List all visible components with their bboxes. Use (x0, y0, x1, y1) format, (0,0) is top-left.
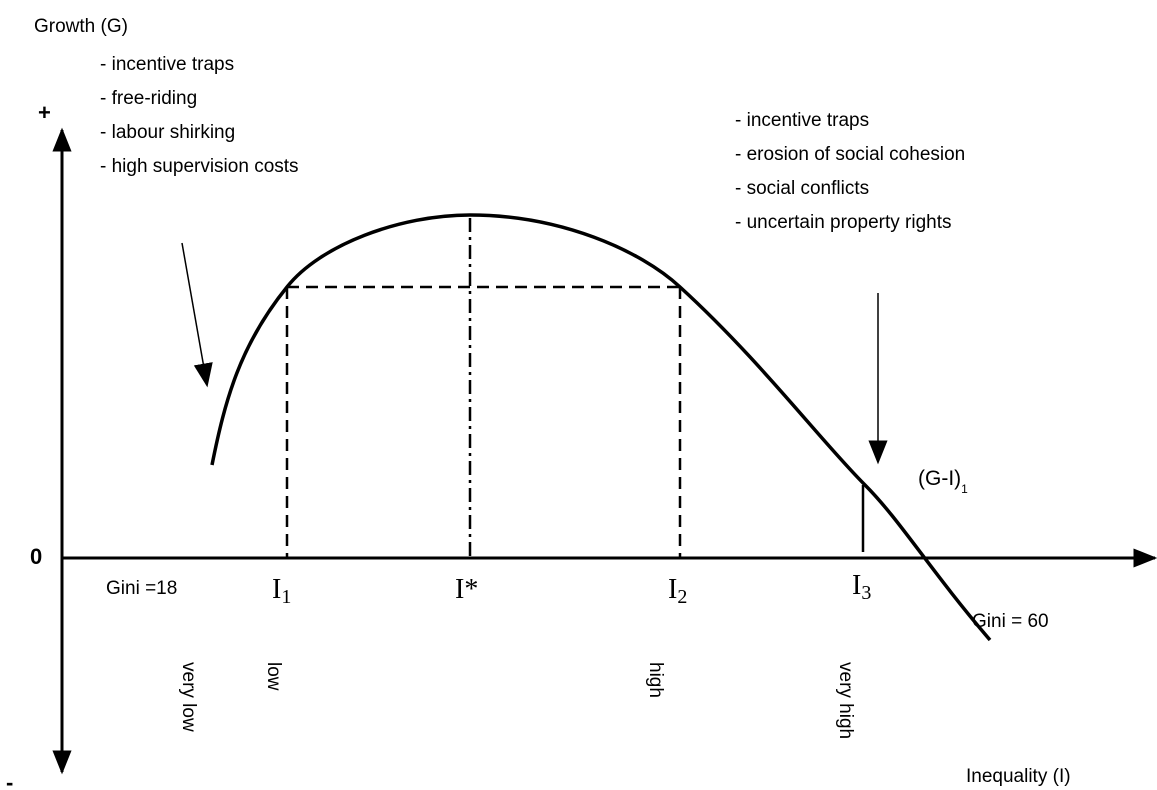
level-label: high (645, 662, 666, 698)
list-item: - erosion of social cohesion (735, 144, 965, 165)
curve-label-main: (G-I) (918, 467, 961, 490)
point-sub: 3 (861, 582, 871, 604)
level-label: very high (835, 662, 856, 739)
gini-low: Gini =18 (106, 578, 177, 599)
list-item: - incentive traps (100, 54, 234, 75)
left-arrow (181, 242, 213, 388)
point-sub: 2 (677, 586, 687, 608)
dashed-guides (285, 285, 682, 558)
curve-label: (G-I)1 (918, 467, 968, 496)
point-main: I (852, 570, 861, 601)
list-item: - uncertain property rights (735, 212, 952, 233)
gini-high: Gini = 60 (972, 611, 1049, 632)
point-label: I1 (272, 574, 291, 608)
point-label: I2 (668, 574, 687, 608)
zero-label: 0 (30, 544, 42, 569)
curve-label-sub: 1 (961, 482, 968, 496)
point-main: I (668, 574, 677, 605)
level-label: very low (178, 662, 199, 732)
x-axis-label: Inequality (I) (966, 766, 1071, 787)
list-item: - labour shirking (100, 122, 235, 143)
right-list: - incentive traps - erosion of social coh… (735, 110, 965, 233)
point-sub: 1 (281, 586, 291, 608)
point-label: I* (455, 574, 478, 605)
plus-sign: + (38, 100, 51, 125)
list-item: - free-riding (100, 88, 197, 109)
point-label: I3 (852, 570, 871, 604)
list-item: - social conflicts (735, 178, 869, 199)
minus-sign: - (6, 770, 13, 790)
list-item: - incentive traps (735, 110, 869, 131)
list-item: - high supervision costs (100, 156, 299, 177)
growth-curve (210, 213, 992, 642)
point-main: I* (455, 574, 478, 605)
level-label: low (263, 662, 284, 691)
y-axis-label: Growth (G) (34, 16, 128, 37)
point-main: I (272, 574, 281, 605)
left-list: - incentive traps - free-riding - labour s… (100, 54, 299, 177)
